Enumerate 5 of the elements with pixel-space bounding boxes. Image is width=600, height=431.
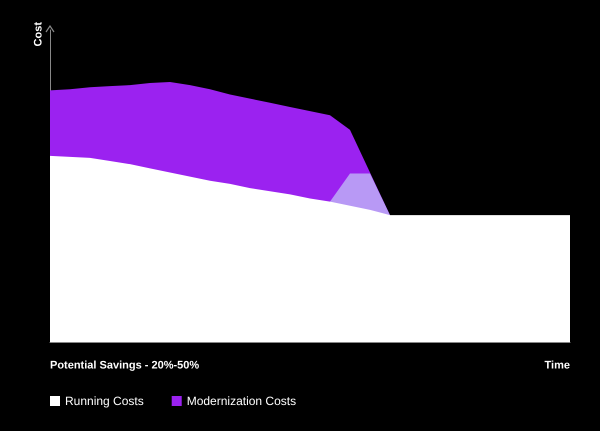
text: Potential Savings - 20%-50% — [50, 360, 200, 372]
legend-label: Running Costs — [65, 394, 144, 408]
x-axis-title: Time — [544, 360, 570, 372]
y-axis-title: Cost — [32, 22, 44, 46]
legend-label: Modernization Costs — [186, 394, 296, 408]
